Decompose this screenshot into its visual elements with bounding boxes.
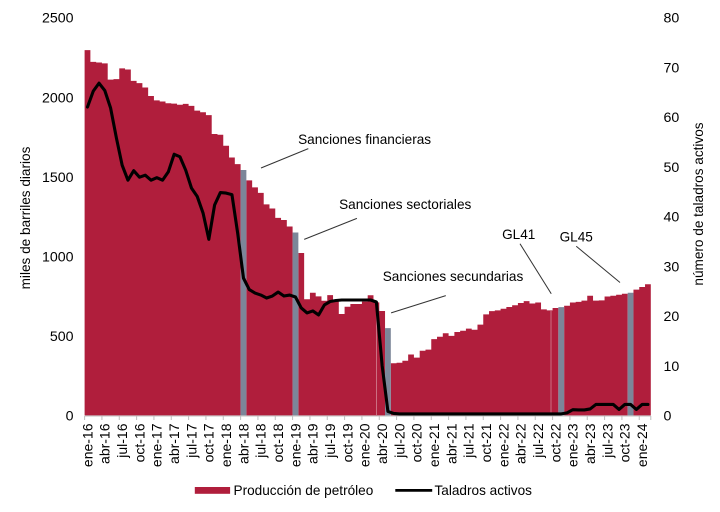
svg-text:ene-24: ene-24 [634, 423, 650, 467]
svg-text:2500: 2500 [42, 11, 74, 27]
svg-text:ene-21: ene-21 [426, 423, 442, 467]
svg-text:jul-19: jul-19 [322, 423, 338, 458]
svg-text:oct-21: oct-21 [478, 423, 494, 462]
svg-text:0: 0 [66, 409, 74, 425]
svg-text:jul-21: jul-21 [461, 423, 477, 458]
svg-text:jul-16: jul-16 [114, 423, 130, 458]
svg-text:GL41: GL41 [502, 227, 535, 242]
svg-text:jul-23: jul-23 [599, 423, 615, 458]
svg-text:oct-18: oct-18 [270, 423, 286, 462]
svg-text:80: 80 [664, 11, 680, 27]
svg-text:Producción de petróleo: Producción de petróleo [234, 483, 374, 498]
svg-text:abr-22: abr-22 [513, 423, 529, 464]
svg-text:10: 10 [664, 359, 680, 375]
svg-text:jul-18: jul-18 [253, 423, 269, 458]
svg-text:abr-16: abr-16 [97, 423, 113, 464]
svg-text:ene-18: ene-18 [218, 423, 234, 467]
svg-text:500: 500 [50, 329, 74, 345]
svg-text:50: 50 [664, 160, 680, 176]
svg-text:oct-22: oct-22 [547, 423, 563, 462]
svg-text:Sanciones secundarias: Sanciones secundarias [383, 269, 524, 284]
svg-text:ene-20: ene-20 [357, 423, 373, 467]
svg-text:abr-17: abr-17 [166, 423, 182, 464]
svg-text:oct-23: oct-23 [617, 423, 633, 462]
svg-text:oct-16: oct-16 [131, 423, 147, 462]
svg-text:1000: 1000 [42, 249, 74, 265]
svg-text:ene-19: ene-19 [287, 423, 303, 467]
svg-text:abr-21: abr-21 [443, 423, 459, 464]
svg-text:oct-20: oct-20 [409, 423, 425, 462]
svg-text:oct-17: oct-17 [201, 423, 217, 462]
svg-text:Sanciones sectoriales: Sanciones sectoriales [339, 197, 471, 212]
svg-text:70: 70 [664, 60, 680, 76]
svg-text:jul-17: jul-17 [183, 423, 199, 458]
svg-text:60: 60 [664, 110, 680, 126]
svg-text:abr-23: abr-23 [582, 423, 598, 464]
svg-text:número de taladros activos: número de taladros activos [691, 122, 706, 285]
svg-text:miles de barriles diarios: miles de barriles diarios [18, 146, 33, 289]
svg-text:jul-20: jul-20 [391, 423, 407, 458]
svg-text:1500: 1500 [42, 170, 74, 186]
svg-text:ene-17: ene-17 [149, 423, 165, 467]
svg-text:abr-19: abr-19 [305, 423, 321, 464]
svg-text:GL45: GL45 [560, 229, 593, 244]
svg-text:Taladros activos: Taladros activos [435, 483, 533, 498]
svg-text:20: 20 [664, 309, 680, 325]
svg-text:40: 40 [664, 210, 680, 226]
svg-text:abr-18: abr-18 [235, 423, 251, 464]
svg-text:jul-22: jul-22 [530, 423, 546, 458]
svg-text:Sanciones financieras: Sanciones financieras [298, 132, 431, 147]
svg-text:oct-19: oct-19 [339, 423, 355, 462]
svg-text:abr-20: abr-20 [374, 423, 390, 464]
svg-text:ene-16: ene-16 [79, 423, 95, 467]
svg-text:30: 30 [664, 259, 680, 275]
svg-text:2000: 2000 [42, 90, 74, 106]
svg-text:0: 0 [664, 409, 672, 425]
svg-text:ene-23: ene-23 [565, 423, 581, 467]
svg-text:ene-22: ene-22 [495, 423, 511, 467]
